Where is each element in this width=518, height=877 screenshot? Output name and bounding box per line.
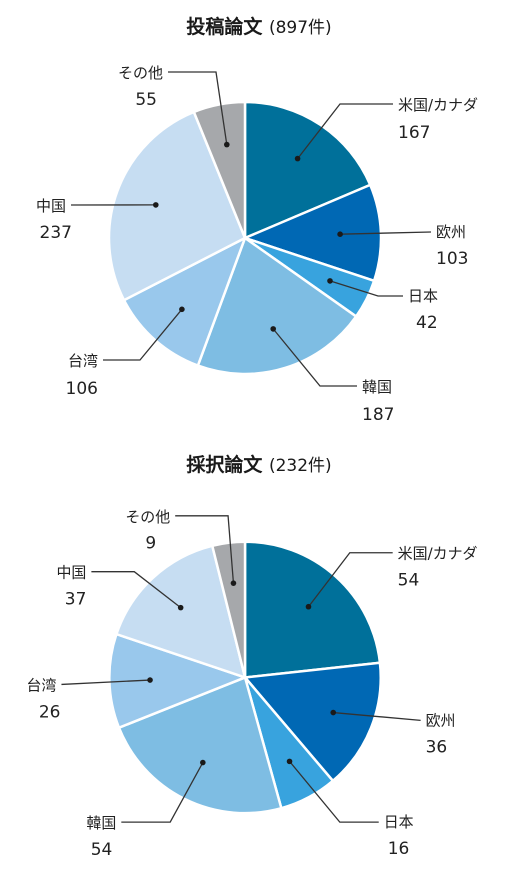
pie-slice-china xyxy=(115,544,247,679)
pie-slice-us-canada xyxy=(243,540,382,679)
slice-label-japan: 日本 xyxy=(408,287,438,305)
leader-dot-japan xyxy=(327,278,333,284)
leader-dot-taiwan xyxy=(179,306,185,313)
pie-labels: 米国/カナダ 167 欧州 103 日本 42 韓国 187 台湾 106 中国 237 その他 55 xyxy=(36,64,478,425)
leader-dot-japan xyxy=(286,758,293,765)
slice-label-china: 中国 xyxy=(36,197,66,215)
chart-total-label: (232件) xyxy=(268,456,332,476)
slice-value-korea: 187 xyxy=(362,405,394,425)
leader-line-us-canada xyxy=(307,552,393,608)
slice-value-korea: 54 xyxy=(91,839,113,859)
leader-line-taiwan xyxy=(61,679,151,686)
pie-chart-submitted: 米国/カナダ 167 欧州 103 日本 42 韓国 187 台湾 106 中国 237 その他 55 xyxy=(36,64,478,425)
leader-dot-other xyxy=(230,580,237,586)
pie-slices xyxy=(108,540,382,815)
leader-dot-korea xyxy=(200,759,206,766)
slice-label-korea: 韓国 xyxy=(86,814,116,832)
leader-dot-korea xyxy=(270,326,277,332)
slice-label-europe: 欧州 xyxy=(426,711,456,729)
leader-line-korea xyxy=(272,328,357,387)
leader-line-us-canada xyxy=(297,103,393,159)
chart-total-label: (897件) xyxy=(268,18,332,38)
slice-value-china: 37 xyxy=(65,589,87,609)
slice-value-japan: 16 xyxy=(388,838,410,858)
pie-slice-us-canada xyxy=(243,100,372,240)
leader-dot-europe xyxy=(337,231,343,237)
slice-label-us-canada: 米国/カナダ xyxy=(398,545,478,563)
leader-line-japan xyxy=(329,280,403,297)
slice-label-china: 中国 xyxy=(56,564,86,582)
slice-value-china: 237 xyxy=(40,223,72,243)
pie-chart-accepted: 米国/カナダ 54 欧州 36 日本 16 韓国 54 台湾 26 中国 37 その他 9 xyxy=(27,508,478,859)
slice-label-korea: 韓国 xyxy=(362,378,392,396)
chart-title-text: 投稿論文 xyxy=(186,16,263,38)
slice-value-taiwan: 26 xyxy=(39,701,61,721)
leader-dot-us-canada xyxy=(294,155,301,162)
chart-title: 採択論文 (232件) xyxy=(0,450,518,477)
leader-line-china xyxy=(91,571,182,609)
leader-dot-china xyxy=(153,202,159,208)
pie-slice-korea xyxy=(117,676,283,815)
chart-title-text: 採択論文 xyxy=(186,454,263,476)
slice-value-us-canada: 54 xyxy=(398,570,420,590)
slice-value-taiwan: 106 xyxy=(66,379,98,399)
slice-label-taiwan: 台湾 xyxy=(27,676,57,694)
submitted-papers-chart: 投稿論文 (897件) 米国/カナダ 167 欧州 103 日本 42 韓国 187 台湾 106… xyxy=(0,0,518,438)
accepted-papers-chart: 採択論文 (232件) 米国/カナダ 54 欧州 36 日本 16 韓国 54 台湾 26 中国 37… xyxy=(0,438,518,877)
pie-slice-europe xyxy=(243,183,383,283)
chart-title: 投稿論文 (897件) xyxy=(0,12,518,39)
pie-labels: 米国/カナダ 54 欧州 36 日本 16 韓国 54 台湾 26 中国 37 その他 9 xyxy=(27,508,478,859)
slice-value-other: 9 xyxy=(145,533,156,553)
slice-label-taiwan: 台湾 xyxy=(68,352,98,370)
leader-line-korea xyxy=(121,762,204,823)
leader-dot-china xyxy=(177,604,184,611)
slice-label-other: その他 xyxy=(125,508,170,526)
pie-slice-other xyxy=(192,100,247,240)
leader-line-europe xyxy=(340,231,432,235)
slice-label-europe: 欧州 xyxy=(436,223,466,241)
slice-value-europe: 36 xyxy=(426,736,448,756)
slice-label-japan: 日本 xyxy=(384,813,414,831)
leader-line-japan xyxy=(289,760,379,823)
pie-slice-taiwan xyxy=(108,632,247,729)
slice-value-europe: 103 xyxy=(436,249,468,269)
pie-slice-other xyxy=(211,540,247,679)
slice-value-other: 55 xyxy=(135,90,157,110)
leader-dot-other xyxy=(224,141,230,148)
pie-slices xyxy=(107,100,383,376)
leader-line-other xyxy=(168,71,228,145)
leader-dot-taiwan xyxy=(147,677,153,683)
pie-slice-china xyxy=(107,110,247,302)
pie-slice-taiwan xyxy=(122,236,247,367)
slice-label-us-canada: 米国/カナダ xyxy=(398,96,478,114)
leader-line-europe xyxy=(333,711,421,722)
pie-slice-europe xyxy=(243,661,382,783)
slice-label-other: その他 xyxy=(118,64,163,82)
leader-dot-us-canada xyxy=(305,603,312,610)
slice-value-japan: 42 xyxy=(416,313,438,333)
leader-line-taiwan xyxy=(103,308,183,361)
pie-slice-korea xyxy=(196,236,358,376)
slice-value-us-canada: 167 xyxy=(398,123,430,143)
leader-dot-europe xyxy=(330,709,337,716)
leader-line-other xyxy=(175,515,235,584)
